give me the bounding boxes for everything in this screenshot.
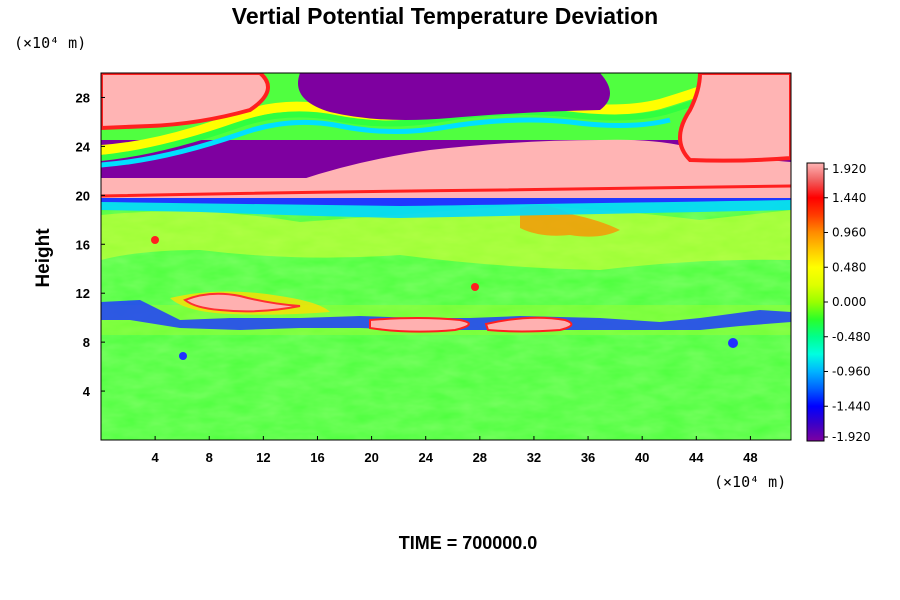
field-band-blue-mid [101, 300, 791, 330]
field-rainbow-wave-green [101, 81, 791, 161]
field-band-pink-left [183, 292, 301, 313]
colorbar-tick-label: 1.920 [832, 162, 866, 176]
y-unit-label: (×10⁴ m) [14, 34, 86, 52]
time-footer: TIME = 700000.0 [399, 533, 538, 553]
x-tick-label: 44 [689, 450, 704, 465]
x-tick-label: 4 [152, 450, 160, 465]
plot-area [101, 73, 791, 440]
colorbar-gradient [806, 162, 825, 442]
y-tick-label: 24 [76, 139, 91, 154]
colorbar-tick-label: 0.960 [832, 226, 866, 240]
field-rainbow-wave-cyan [101, 117, 671, 168]
x-axis-ticks: 4 8 12 16 20 24 28 32 36 40 44 48 [152, 436, 758, 465]
field-top-purple [298, 73, 610, 120]
colorbar-tick-label: -1.920 [832, 430, 871, 444]
field-top-pink-right [678, 73, 791, 163]
y-tick-label: 8 [83, 335, 90, 350]
colorbar-ticks: 1.920 1.440 0.960 0.480 0.000 -0.480 -0.960 -1.… [824, 162, 871, 444]
plot-frame [100, 72, 792, 441]
x-tick-label: 8 [206, 450, 213, 465]
x-tick-label: 20 [364, 450, 378, 465]
x-tick-label: 24 [418, 450, 433, 465]
colorbar-tick-label: 0.000 [832, 295, 866, 309]
field-band-pink-mid2 [484, 316, 573, 333]
x-tick-label: 48 [743, 450, 757, 465]
field-red-speck [151, 236, 159, 244]
y-tick-label: 12 [76, 286, 90, 301]
field-blue-speck [179, 352, 187, 360]
x-tick-label: 36 [581, 450, 595, 465]
field-band-pink-mid [369, 317, 470, 333]
x-tick-label: 12 [256, 450, 270, 465]
field-upper-yellow [101, 205, 791, 270]
field-red-speck [471, 283, 479, 291]
field-pink-wedge [300, 139, 791, 186]
x-tick-label: 28 [473, 450, 487, 465]
colorbar-tick-label: 1.440 [832, 191, 866, 205]
colorbar-tick-label: -0.960 [832, 365, 871, 379]
field-blue-speck [728, 338, 738, 348]
colorbar-tick-label: -1.440 [832, 399, 871, 413]
colorbar-tick-label: -0.480 [832, 330, 871, 344]
y-axis-label: Height [33, 228, 54, 288]
y-axis-ticks: 4 8 12 16 20 24 28 [76, 90, 105, 399]
field-top-pink-left [101, 73, 270, 131]
chart-title: Vertial Potential Temperature Deviation [232, 3, 658, 29]
colorbar-tick-label: 0.480 [832, 260, 866, 274]
y-tick-label: 4 [83, 384, 91, 399]
y-tick-label: 16 [76, 237, 90, 252]
colorbar: 1.920 1.440 0.960 0.480 0.000 -0.480 -0.960 -1.… [806, 162, 871, 444]
x-unit-label: (×10⁴ m) [714, 473, 786, 491]
field-red-edge [101, 184, 791, 198]
x-tick-label: 16 [310, 450, 324, 465]
y-tick-label: 20 [76, 188, 90, 203]
x-tick-label: 32 [527, 450, 541, 465]
y-tick-label: 28 [76, 90, 90, 105]
x-tick-label: 40 [635, 450, 649, 465]
